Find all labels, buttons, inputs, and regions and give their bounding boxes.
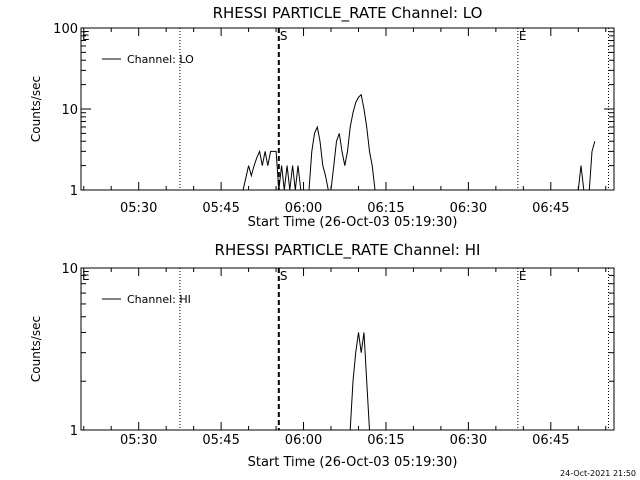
x-tick-label: 06:00 [285, 201, 322, 216]
series-line [349, 332, 370, 431]
series-line [588, 141, 596, 191]
x-tick-label: 06:15 [367, 201, 404, 216]
marker-label: S [280, 269, 288, 283]
x-tick-label: 05:30 [120, 201, 157, 216]
timestamp-label: 24-Oct-2021 21:50 [560, 469, 636, 478]
legend-entry: Channel: HI [127, 293, 191, 306]
x-tick-label: 06:45 [532, 201, 569, 216]
y-tick-label: 10 [61, 262, 78, 277]
y-tick-label: 10 [61, 103, 78, 118]
x-tick-label: 06:15 [367, 433, 404, 448]
chart-title: RHESSI PARTICLE_RATE Channel: LO [213, 4, 483, 23]
x-tick-label: 05:45 [202, 433, 239, 448]
y-tick-label: 1 [70, 184, 78, 199]
marker-label: E [519, 269, 527, 283]
x-tick-label: 06:45 [532, 433, 569, 448]
marker-label: E [82, 29, 90, 43]
marker-label: E [519, 29, 527, 43]
legend-entry: Channel: LO [127, 53, 194, 66]
x-tick-label: 05:45 [202, 201, 239, 216]
y-axis-label: Counts/sec [29, 76, 43, 142]
x-tick-label: 06:30 [450, 201, 487, 216]
y-tick-label: 100 [53, 22, 78, 37]
plot-frame [80, 267, 615, 431]
x-tick-label: 06:00 [285, 433, 322, 448]
y-tick-label: 1 [70, 424, 78, 439]
series-line [308, 125, 329, 191]
y-axis-label: Counts/sec [29, 316, 43, 382]
x-tick-label: 05:30 [120, 433, 157, 448]
series-line [330, 93, 376, 191]
chart-title: RHESSI PARTICLE_RATE Channel: HI [215, 241, 481, 260]
x-axis-label: Start Time (26-Oct-03 05:19:30) [248, 455, 458, 470]
series-line [577, 165, 585, 191]
marker-label: S [280, 29, 288, 43]
chart-panel-2: RHESSI PARTICLE_RATE Channel: HI Counts/s… [29, 241, 615, 470]
x-axis-label: Start Time (26-Oct-03 05:19:30) [248, 215, 458, 230]
marker-label: E [82, 269, 90, 283]
series-line [242, 149, 302, 191]
chart-panel-1: RHESSI PARTICLE_RATE Channel: LO Counts/s… [29, 4, 615, 230]
x-tick-label: 06:30 [450, 433, 487, 448]
